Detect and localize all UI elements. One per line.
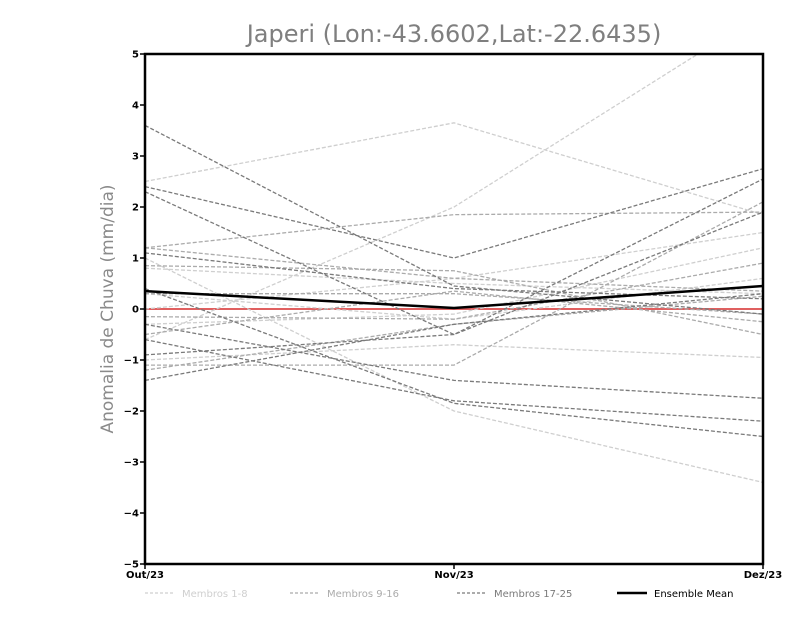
member-series-line: [145, 211, 763, 249]
member-series-line: [145, 231, 763, 310]
y-tick-label: −4: [124, 509, 139, 520]
member-series-line: [145, 265, 763, 336]
x-tick-label: Dez/23: [744, 570, 783, 581]
y-tick-label: −1: [124, 356, 139, 367]
axes: −5 −4 −3 −2 −1 0 1 2 3 4 5 Out/23 Nov/23 Dez/23: [124, 50, 783, 582]
member-series-line: [145, 211, 763, 356]
member-series-line: [145, 293, 763, 315]
y-tick-label: 4: [132, 101, 139, 112]
member-series-line: [145, 178, 763, 336]
member-series-line: [145, 344, 763, 361]
y-tick-label: 0: [132, 305, 139, 316]
legend-label: Membros 1-8: [182, 589, 248, 600]
member-series-line: [145, 122, 763, 216]
member-series-line: [145, 290, 763, 336]
y-tick-label: −5: [124, 560, 139, 571]
legend-label: Membros 9-16: [327, 589, 399, 600]
member-series-line: [145, 247, 763, 325]
y-tick-label: −3: [124, 458, 139, 469]
member-series-line: [145, 323, 763, 399]
x-tick-label: Out/23: [126, 570, 164, 581]
member-series-line: [145, 252, 763, 300]
y-tick-label: 1: [132, 254, 139, 265]
member-series-line: [145, 257, 763, 484]
member-series-line: [145, 124, 763, 315]
y-tick-label: 5: [132, 50, 139, 61]
x-tick-label: Nov/23: [434, 570, 473, 581]
member-series-line: [145, 287, 763, 438]
y-axis-label: Anomalia de Chuva (mm/dia): [98, 184, 118, 433]
legend-label: Membros 17-25: [494, 589, 572, 600]
member-series-line: [145, 293, 763, 382]
legend-label: Ensemble Mean: [654, 589, 733, 600]
y-tick-label: 3: [132, 152, 139, 163]
y-tick-label: 2: [132, 203, 139, 214]
chart-title: Japeri (Lon:-43.6602,Lat:-22.6435): [245, 20, 662, 48]
member-series-line: [145, 201, 763, 366]
member-series-line: [145, 54, 700, 341]
y-tick-label: −2: [124, 407, 139, 418]
member-series-line: [145, 277, 763, 320]
legend: Membros 1-8 Membros 9-16 Membros 17-25 Ense…: [145, 589, 733, 600]
member-series-line: [145, 338, 763, 422]
member-series-line: [145, 262, 763, 320]
plot-area: [145, 54, 763, 484]
ensemble-mean-line: [145, 284, 763, 310]
member-series-line: [145, 247, 763, 292]
member-series-line: [145, 267, 763, 295]
member-series-line: [145, 168, 763, 259]
